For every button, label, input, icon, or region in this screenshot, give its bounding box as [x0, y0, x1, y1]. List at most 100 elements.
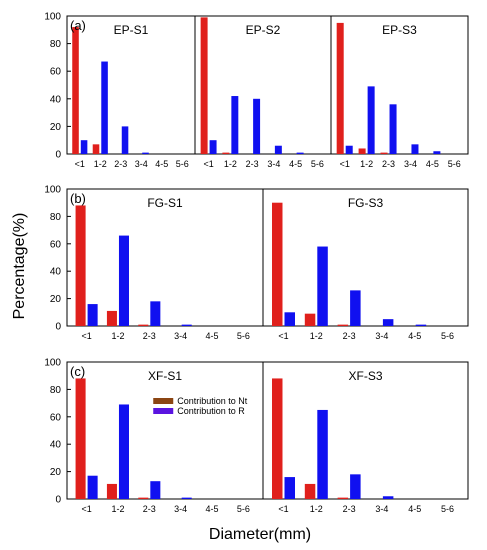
y-tick-label: 0 — [55, 495, 61, 506]
bar-r — [231, 96, 239, 154]
x-tick-label: 5-6 — [441, 504, 454, 514]
x-tick-label: 1-2 — [224, 159, 237, 169]
bar-r — [350, 290, 361, 326]
bar-r — [121, 126, 129, 154]
x-tick-label: <1 — [81, 504, 91, 514]
x-tick-label: 3-4 — [174, 331, 187, 341]
x-tick-label: 2-3 — [343, 331, 356, 341]
bar-r — [296, 152, 304, 154]
y-tick-label: 60 — [50, 67, 62, 78]
bar-r — [142, 152, 149, 154]
panel-frame — [330, 15, 469, 155]
bar-nt — [304, 313, 316, 326]
x-tick-label: 3-4 — [135, 159, 148, 169]
panel-title: EP-S1 — [114, 23, 149, 37]
x-tick-label: 2-3 — [114, 159, 127, 169]
bar-nt — [304, 483, 316, 499]
x-tick-label: 1-2 — [111, 504, 124, 514]
x-tick-label: 4-5 — [206, 504, 219, 514]
panel-title: FG-S3 — [348, 196, 384, 210]
y-tick-label: 40 — [50, 440, 62, 451]
bar-nt — [358, 148, 366, 154]
bar-nt — [380, 152, 388, 154]
x-tick-label: 3-4 — [375, 504, 388, 514]
x-tick-label: <1 — [203, 159, 213, 169]
x-tick-label: 1-2 — [94, 159, 107, 169]
bar-r — [87, 475, 98, 499]
bar-r — [150, 301, 161, 326]
y-tick-label: 100 — [44, 358, 61, 369]
bar-r — [284, 477, 295, 499]
y-tick-label: 100 — [44, 12, 61, 23]
x-tick-label: <1 — [278, 331, 288, 341]
x-tick-label: 4-5 — [408, 504, 421, 514]
bar-r — [350, 474, 361, 499]
x-tick-label: 4-5 — [289, 159, 302, 169]
panel-fg-s3: <1 1-2 2-3 3-4 4-5 5-6 FG-S3 — [262, 188, 469, 341]
panel-ep-s3: <1 1-2 2-3 3-4 4-5 5-6 EP-S3 — [330, 15, 469, 169]
x-tick-label: 3-4 — [174, 504, 187, 514]
bar-r — [150, 481, 161, 499]
y-tick-label: 0 — [55, 322, 61, 333]
x-tick-label: <1 — [340, 159, 350, 169]
y-tick-label: 0 — [55, 150, 61, 161]
x-tick-label: <1 — [278, 504, 288, 514]
bar-r — [415, 324, 427, 326]
x-tick-label: 1-2 — [310, 331, 323, 341]
x-tick-label: 2-3 — [382, 159, 395, 169]
bar-r — [317, 409, 328, 499]
bar-r — [389, 104, 397, 154]
x-tick-label: 4-5 — [426, 159, 439, 169]
x-tick-label: 5-6 — [176, 159, 189, 169]
x-tick-label: 1-2 — [360, 159, 373, 169]
bar-r — [274, 145, 282, 154]
bar-r — [118, 404, 129, 499]
bar-r — [433, 151, 441, 154]
y-tick-label: 20 — [50, 122, 62, 133]
bar-r — [253, 98, 261, 154]
bar-nt — [336, 22, 344, 155]
panel-letter: (c) — [70, 364, 85, 379]
x-tick-label: 5-6 — [441, 331, 454, 341]
x-tick-label: 4-5 — [155, 159, 168, 169]
x-tick-label: 4-5 — [408, 331, 421, 341]
bar-r — [181, 324, 192, 326]
panel-ep-s1: <1 1-2 2-3 3-4 4-5 5-6 0 20 40 60 80 100 (a) EP-S1 — [44, 12, 196, 169]
legend-label: Contribution to Nt — [177, 396, 248, 406]
y-tick-label: 100 — [44, 185, 61, 196]
x-tick-label: 3-4 — [375, 331, 388, 341]
bar-r — [411, 144, 419, 154]
bar-nt — [138, 497, 149, 499]
bar-nt — [75, 205, 86, 326]
bar-nt — [272, 378, 283, 499]
bar-nt — [106, 483, 117, 499]
x-tick-label: 4-5 — [206, 331, 219, 341]
bar-r — [101, 61, 108, 154]
bar-r — [80, 140, 88, 154]
x-tick-label: <1 — [81, 331, 91, 341]
legend-swatch-nt — [153, 398, 174, 404]
y-tick-label: 40 — [50, 94, 62, 105]
bar-nt — [337, 497, 349, 499]
x-tick-label: 3-4 — [404, 159, 417, 169]
bar-nt — [75, 378, 86, 499]
panel-title: XF-S1 — [148, 369, 182, 383]
bar-r — [209, 140, 217, 154]
bar-r — [284, 312, 295, 326]
bar-r — [367, 86, 375, 154]
panel-title: XF-S3 — [348, 369, 382, 383]
bar-nt — [337, 324, 349, 326]
panel-letter: (b) — [70, 191, 86, 206]
bar-nt — [272, 202, 283, 326]
bar-nt — [92, 144, 100, 154]
y-axis-label: Percentage(%) — [11, 213, 28, 320]
bar-r — [118, 235, 129, 326]
bar-nt — [72, 27, 79, 154]
bar-r — [382, 496, 394, 499]
x-tick-label: 1-2 — [111, 331, 124, 341]
bar-r — [87, 304, 98, 326]
x-tick-label: 1-2 — [310, 504, 323, 514]
x-tick-label: 3-4 — [267, 159, 280, 169]
panel-frame — [262, 361, 469, 500]
x-tick-label: <1 — [75, 159, 85, 169]
